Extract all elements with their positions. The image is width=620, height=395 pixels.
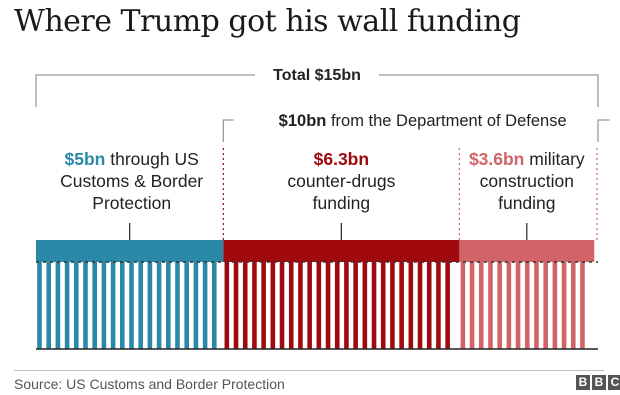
post-military — [460, 262, 466, 349]
segment-value-military: $3.6bn — [469, 149, 524, 169]
post-drugs — [270, 262, 276, 349]
post-military — [552, 262, 558, 349]
post-drugs — [307, 262, 312, 349]
source-note: Source: US Customs and Border Protection — [14, 376, 285, 392]
post-cbp — [212, 262, 217, 349]
post-cbp — [129, 262, 134, 349]
funding-chart: Total $15bn $10bn from the Department of … — [35, 67, 610, 350]
segment-value-cbp: $5bn — [65, 149, 106, 169]
footer-divider — [14, 370, 604, 371]
post-drugs — [242, 262, 248, 349]
post-military — [524, 262, 530, 349]
post-drugs — [252, 262, 257, 349]
post-drugs — [279, 262, 285, 349]
post-drugs — [353, 262, 358, 349]
post-drugs — [233, 262, 239, 349]
post-cbp — [55, 262, 61, 349]
total-bracket-right — [379, 74, 599, 107]
post-cbp — [101, 262, 107, 349]
post-drugs — [288, 262, 294, 349]
post-drugs — [224, 262, 230, 349]
post-cbp — [74, 262, 79, 349]
post-cbp — [147, 262, 153, 349]
post-military — [506, 262, 512, 349]
defense-bracket-right — [597, 119, 610, 142]
post-cbp — [37, 262, 42, 349]
post-cbp — [92, 262, 97, 349]
post-drugs — [261, 262, 266, 349]
post-drugs — [316, 262, 322, 349]
post-drugs — [380, 262, 386, 349]
post-drugs — [334, 262, 340, 349]
defense-label: $10bn from the Department of Defense — [279, 112, 567, 130]
post-drugs — [408, 262, 414, 349]
bbc-logo: B B C — [576, 375, 620, 390]
post-military — [488, 262, 493, 349]
post-military — [534, 262, 539, 349]
post-drugs — [417, 262, 423, 349]
post-drugs — [399, 262, 404, 349]
post-cbp — [46, 262, 51, 349]
segment-label-cbp: $5bn through US Customs & Border Protectio… — [60, 149, 203, 213]
segment-value-drugs: $6.3bn — [314, 149, 369, 169]
rail-drugs — [223, 256, 460, 262]
bar-drugs — [223, 240, 460, 256]
chart-title: Where Trump got his wall funding — [14, 4, 521, 39]
bar-military — [459, 240, 595, 256]
post-drugs — [362, 262, 368, 349]
post-cbp — [184, 262, 189, 349]
post-cbp — [166, 262, 171, 349]
post-drugs — [436, 262, 441, 349]
defense-amount: $10bn — [279, 112, 327, 130]
segment-labels: $5bn through US Customs & Border Protectio… — [60, 148, 598, 250]
logo-letter-c: C — [608, 375, 620, 390]
post-military — [570, 262, 576, 349]
post-cbp — [202, 262, 208, 349]
post-drugs — [371, 262, 377, 349]
post-cbp — [138, 262, 143, 349]
post-cbp — [64, 262, 70, 349]
post-cbp — [193, 262, 199, 349]
post-drugs — [445, 262, 450, 349]
logo-letter-b1: B — [576, 375, 590, 390]
post-military — [515, 262, 521, 349]
brackets: Total $15bn $10bn from the Department of … — [35, 67, 610, 142]
post-military — [469, 262, 475, 349]
wall-bars — [36, 240, 598, 350]
post-cbp — [83, 262, 88, 349]
rail-cbp — [36, 256, 224, 262]
post-military — [580, 262, 585, 349]
post-drugs — [426, 262, 432, 349]
post-cbp — [175, 262, 180, 349]
bar-cbp — [36, 240, 224, 256]
post-drugs — [390, 262, 395, 349]
defense-bracket-left — [222, 119, 234, 142]
post-military — [543, 262, 548, 349]
defense-text: from the Department of Defense — [326, 112, 566, 130]
post-cbp — [156, 262, 162, 349]
post-cbp — [110, 262, 116, 349]
post-military — [561, 262, 567, 349]
rail-military — [459, 256, 595, 262]
total-label: Total $15bn — [273, 67, 361, 84]
post-military — [497, 262, 502, 349]
post-drugs — [298, 262, 303, 349]
post-drugs — [344, 262, 349, 349]
post-drugs — [325, 262, 331, 349]
logo-letter-b2: B — [592, 375, 606, 390]
segment-label-military: $3.6bn military construction funding — [469, 149, 585, 213]
total-bracket-left — [35, 74, 255, 107]
post-cbp — [120, 262, 125, 349]
segment-label-drugs: $6.3bn counter-drugs funding — [287, 149, 395, 213]
post-military — [478, 262, 484, 349]
